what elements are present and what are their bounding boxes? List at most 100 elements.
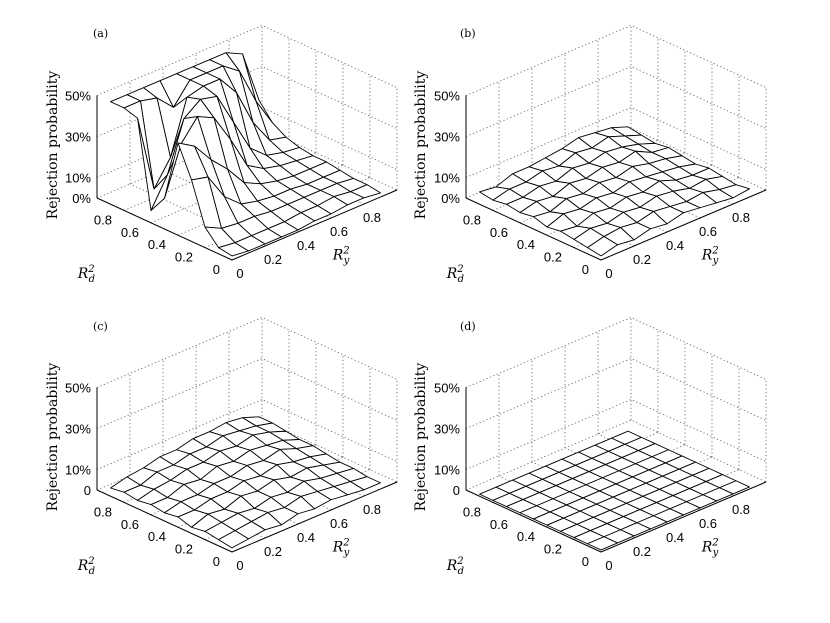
y-tick-label: 0.6 bbox=[121, 225, 139, 240]
y-tick-label: 0.8 bbox=[463, 212, 481, 227]
z-axis-title: Rejection probability bbox=[413, 363, 429, 512]
z-tick-label: 0 bbox=[453, 483, 460, 498]
y-tick-label: 0 bbox=[213, 554, 220, 569]
z-gridline bbox=[465, 317, 767, 388]
x-axis-title: R2 y bbox=[332, 246, 350, 267]
x-tick-label: 0 bbox=[605, 266, 612, 281]
z-tick-label: 30% bbox=[65, 130, 91, 145]
surface-cell bbox=[218, 242, 249, 257]
z-gridline bbox=[96, 317, 398, 388]
y-tick-label: 0.4 bbox=[148, 529, 166, 544]
panel-d: (d)00.20.40.60.800.20.40.60.8010%30%50%R… bbox=[413, 317, 767, 577]
y-tick-label: 0.2 bbox=[175, 542, 193, 557]
panel-a: (a)00.20.40.60.800.20.40.60.80%10%30%50%… bbox=[45, 25, 398, 285]
x-tick-label: 0.2 bbox=[633, 252, 651, 267]
z-tick-label: 10% bbox=[434, 463, 460, 478]
x-tick-label: 0.2 bbox=[633, 544, 651, 559]
z-tick-label: 30% bbox=[434, 130, 460, 145]
z-gridline bbox=[465, 419, 767, 491]
axes bbox=[465, 95, 767, 261]
x-tick-label: 0.8 bbox=[363, 502, 381, 517]
z-axis-title: Rejection probability bbox=[45, 363, 61, 512]
y-tick-label: 0.6 bbox=[490, 225, 508, 240]
x-tick-label: 0.8 bbox=[363, 210, 381, 225]
z-tick-label: 50% bbox=[65, 89, 91, 104]
y-tick-label: 0.6 bbox=[121, 517, 139, 532]
z-gridline bbox=[96, 25, 398, 96]
y-tick-label: 0.2 bbox=[544, 250, 562, 265]
z-tick-label: 10% bbox=[434, 171, 460, 186]
axes bbox=[465, 387, 767, 553]
y-axis-title: R2 d bbox=[77, 264, 95, 285]
x-axis-line bbox=[231, 481, 398, 553]
panel-label: (d) bbox=[460, 320, 476, 333]
panel-b: (b)00.20.40.60.800.20.40.60.80%10%30%50%… bbox=[413, 25, 767, 285]
z-tick-label: 0 bbox=[84, 483, 91, 498]
z-tick-label: 30% bbox=[65, 422, 91, 437]
z-tick-label: 0% bbox=[441, 191, 460, 206]
x-axis-line bbox=[600, 481, 767, 553]
x-tick-label: 0.4 bbox=[297, 530, 315, 545]
y-tick-label: 0.6 bbox=[490, 517, 508, 532]
x-tick-label: 0.4 bbox=[297, 238, 315, 253]
x-axis-line bbox=[231, 189, 398, 261]
x-tick-label: 0.2 bbox=[264, 544, 282, 559]
y-tick-label: 0 bbox=[582, 554, 589, 569]
x-axis-title: R2 y bbox=[701, 246, 719, 267]
surface-cell bbox=[587, 236, 618, 257]
y-tick-label: 0.2 bbox=[544, 542, 562, 557]
y-axis-title: R2 d bbox=[446, 556, 464, 577]
z-gridline bbox=[465, 358, 767, 429]
y-tick-label: 0.4 bbox=[148, 237, 166, 252]
z-axis-title: Rejection probability bbox=[45, 71, 61, 220]
y-axis-title: R2 d bbox=[446, 264, 464, 285]
z-tick-label: 10% bbox=[65, 171, 91, 186]
z-tick-label: 50% bbox=[434, 381, 460, 396]
panel-label: (c) bbox=[93, 320, 108, 333]
y-tick-label: 0.4 bbox=[517, 529, 535, 544]
surface-mesh bbox=[110, 416, 381, 549]
x-axis-line bbox=[600, 189, 767, 261]
x-tick-label: 0 bbox=[605, 558, 612, 573]
y-axis-line bbox=[96, 197, 233, 261]
x-tick-label: 0.2 bbox=[264, 252, 282, 267]
y-axis-title: R2 d bbox=[77, 556, 95, 577]
z-tick-label: 50% bbox=[65, 381, 91, 396]
surface-mesh bbox=[479, 430, 750, 551]
floor-gridline bbox=[129, 183, 266, 247]
surface-mesh bbox=[479, 126, 750, 257]
z-gridline bbox=[96, 399, 398, 470]
y-tick-label: 0.8 bbox=[463, 504, 481, 519]
z-tick-label: 10% bbox=[65, 463, 91, 478]
x-tick-label: 0.6 bbox=[699, 224, 717, 239]
z-gridline bbox=[465, 107, 767, 178]
z-gridline bbox=[465, 399, 767, 470]
surface-cell bbox=[587, 536, 618, 551]
y-tick-label: 0 bbox=[213, 262, 220, 277]
x-tick-label: 0 bbox=[236, 558, 243, 573]
z-gridline bbox=[465, 25, 767, 96]
z-axis-title: Rejection probability bbox=[413, 71, 429, 220]
axes bbox=[96, 95, 398, 261]
panel-label: (b) bbox=[460, 27, 476, 40]
y-axis-line bbox=[465, 489, 602, 553]
x-axis-title: R2 y bbox=[701, 538, 719, 559]
z-tick-label: 0% bbox=[72, 191, 91, 206]
y-tick-label: 0.2 bbox=[175, 250, 193, 265]
x-tick-label: 0.4 bbox=[666, 530, 684, 545]
x-axis-title: R2 y bbox=[332, 538, 350, 559]
z-tick-label: 30% bbox=[434, 422, 460, 437]
y-tick-label: 0 bbox=[582, 262, 589, 277]
x-tick-label: 0.6 bbox=[699, 516, 717, 531]
x-tick-label: 0.6 bbox=[330, 224, 348, 239]
y-tick-label: 0.4 bbox=[517, 237, 535, 252]
panel-label: (a) bbox=[93, 27, 108, 40]
z-gridline bbox=[96, 358, 398, 429]
x-tick-label: 0.8 bbox=[732, 210, 750, 225]
panel-c: (c)00.20.40.60.800.20.40.60.8010%30%50%R… bbox=[45, 317, 398, 577]
z-gridline bbox=[465, 66, 767, 137]
surface-cell bbox=[218, 530, 249, 549]
y-tick-label: 0.8 bbox=[94, 212, 112, 227]
axes bbox=[96, 387, 398, 553]
